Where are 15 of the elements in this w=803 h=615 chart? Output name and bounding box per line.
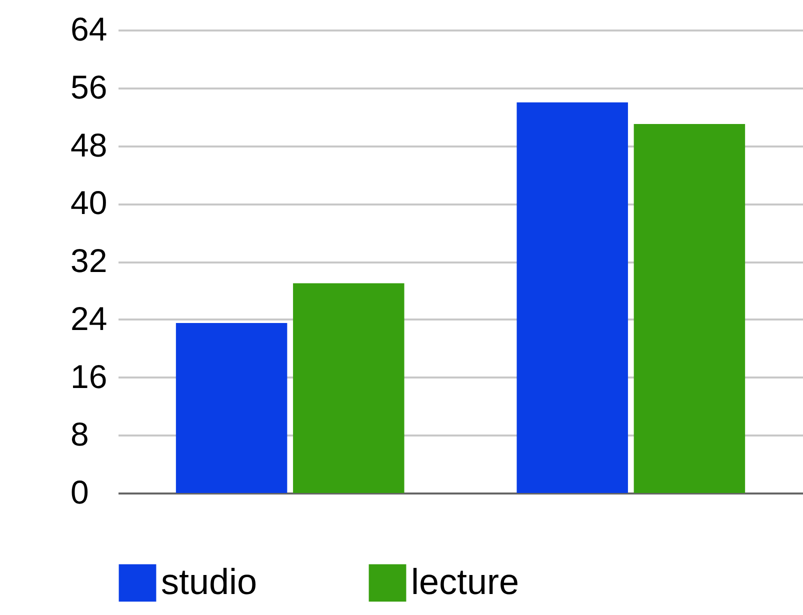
y-tick-label: 48 [70,126,108,164]
y-tick-label: 32 [70,242,108,279]
bar [176,322,288,493]
y-tick-label: 24 [70,300,108,337]
legend-label: studio [161,560,258,602]
y-tick-label: 56 [70,68,108,106]
legend-label: lecture [411,560,520,602]
y-tick-label: 8 [70,416,89,453]
y-tick-label: 64 [70,10,108,48]
bar [293,283,404,493]
y-tick-label: 40 [70,184,108,222]
bar [516,102,628,493]
y-tick-label: 0 [70,474,89,510]
bar [634,124,746,493]
y-tick-label: 16 [70,358,108,395]
